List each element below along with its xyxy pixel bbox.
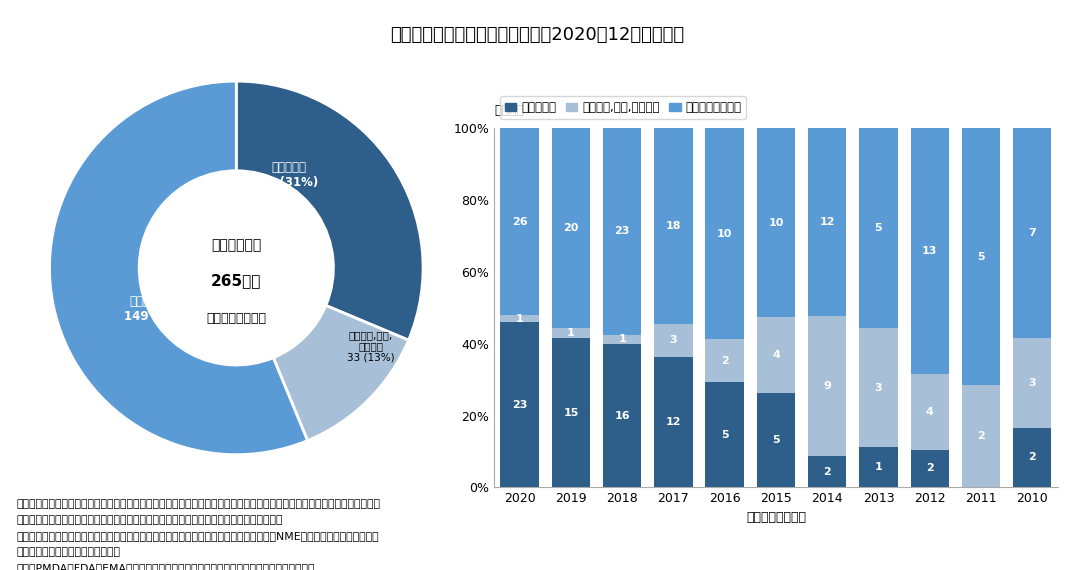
Bar: [1013, 128, 1051, 337]
X-axis label: （欧米初承認年）: （欧米初承認年）: [746, 511, 806, 524]
Wedge shape: [273, 306, 408, 441]
Wedge shape: [49, 81, 307, 455]
Bar: [1013, 337, 1051, 428]
Text: 5: 5: [874, 223, 883, 233]
Bar: [859, 447, 898, 487]
Bar: [552, 128, 590, 328]
Bar: [962, 128, 1000, 385]
Text: 図５　国内未承認薬の開発状況（2020年12月末時点）: 図５ 国内未承認薬の開発状況（2020年12月末時点）: [390, 26, 684, 44]
Bar: [1013, 428, 1051, 487]
Bar: [911, 128, 949, 374]
Bar: [911, 374, 949, 450]
Wedge shape: [236, 81, 423, 340]
Bar: [962, 385, 1000, 487]
Text: 2: 2: [926, 463, 933, 474]
Bar: [552, 337, 590, 487]
Bar: [808, 316, 846, 456]
Text: 4: 4: [926, 407, 933, 417]
Text: 国内開発情報なし
149 (56%): 国内開発情報なし 149 (56%): [124, 295, 191, 323]
Bar: [859, 128, 898, 328]
Text: 1: 1: [874, 462, 883, 473]
Bar: [654, 357, 693, 487]
Text: 1: 1: [619, 334, 626, 344]
Text: （割合）: （割合）: [494, 104, 524, 117]
Text: 13: 13: [923, 246, 938, 256]
Bar: [911, 450, 949, 487]
Text: 10: 10: [768, 218, 784, 228]
Bar: [654, 128, 693, 324]
Bar: [500, 322, 539, 487]
Bar: [706, 128, 744, 340]
Text: 2: 2: [1029, 453, 1036, 462]
Text: 16: 16: [614, 410, 630, 421]
Bar: [706, 340, 744, 382]
Text: 出所：PMDA、FDA、EMAの各公開情報、明日の新薬をもとに医薬産業政策研究所にて作成: 出所：PMDA、FDA、EMAの各公開情報、明日の新薬をもとに医薬産業政策研究所…: [16, 563, 315, 570]
Text: 5: 5: [772, 435, 780, 445]
Bar: [500, 128, 539, 315]
Bar: [603, 344, 641, 487]
Bar: [808, 128, 846, 316]
Bar: [757, 393, 795, 487]
Text: 15: 15: [563, 408, 579, 418]
Bar: [552, 328, 590, 337]
Text: 18: 18: [666, 221, 681, 231]
Bar: [500, 315, 539, 322]
Text: 23: 23: [512, 400, 527, 410]
Text: 12: 12: [666, 417, 681, 427]
Bar: [654, 324, 693, 357]
Bar: [603, 335, 641, 344]
Text: 3: 3: [669, 336, 678, 345]
Text: 3: 3: [874, 382, 883, 393]
Text: 5: 5: [977, 251, 985, 262]
Text: 1: 1: [567, 328, 575, 338]
Bar: [757, 317, 795, 393]
Text: 2: 2: [824, 467, 831, 477]
Bar: [757, 128, 795, 317]
Text: 10: 10: [717, 229, 732, 239]
Text: 開発中止,中断,
続報なし
33 (13%): 開発中止,中断, 続報なし 33 (13%): [347, 330, 394, 363]
Text: 7: 7: [1029, 228, 1036, 238]
Text: 26: 26: [512, 217, 527, 227]
Text: 国内未承認薬: 国内未承認薬: [212, 238, 261, 253]
Text: 4: 4: [772, 350, 780, 360]
Text: 3: 3: [1029, 377, 1036, 388]
Text: 2: 2: [977, 431, 985, 441]
Text: 265品目: 265品目: [212, 274, 261, 288]
Text: 20: 20: [563, 223, 579, 233]
Text: 注２：棒グラフ中の数値は、国内未承認である品目数を表す。欧米両極で承認されているNMEの場合は、最初に承認され: 注２：棒グラフ中の数値は、国内未承認である品目数を表す。欧米両極で承認されている…: [16, 531, 379, 541]
Text: た年にのみ１カウントした。: た年にのみ１カウントした。: [16, 547, 120, 557]
Text: （国内開発状況）: （国内開発状況）: [206, 312, 266, 325]
Text: 国内開発中
83 (31%): 国内開発中 83 (31%): [259, 161, 318, 189]
Bar: [808, 456, 846, 487]
Text: 開発継続に関する情報が確認できなかった品目に関しては「続報なし」としている。: 開発継続に関する情報が確認できなかった品目に関しては「続報なし」としている。: [16, 515, 282, 525]
Text: 1: 1: [516, 314, 523, 324]
Text: 9: 9: [824, 381, 831, 391]
Text: 12: 12: [819, 217, 834, 227]
Bar: [859, 328, 898, 447]
Bar: [706, 382, 744, 487]
Text: 2: 2: [721, 356, 728, 365]
Legend: 国内開発中, 開発中止,中断,続報なし, 国内開発情報なし: 国内開発中, 開発中止,中断,続報なし, 国内開発情報なし: [499, 96, 746, 119]
Text: 注１：開発情報については、「明日の新薬」の記載に準じる。開発ステージ情報を得てから３年程度経過したものに対して、: 注１：開発情報については、「明日の新薬」の記載に準じる。開発ステージ情報を得てか…: [16, 499, 380, 509]
Text: 23: 23: [614, 226, 629, 237]
Bar: [603, 128, 641, 335]
Text: 5: 5: [721, 430, 728, 439]
